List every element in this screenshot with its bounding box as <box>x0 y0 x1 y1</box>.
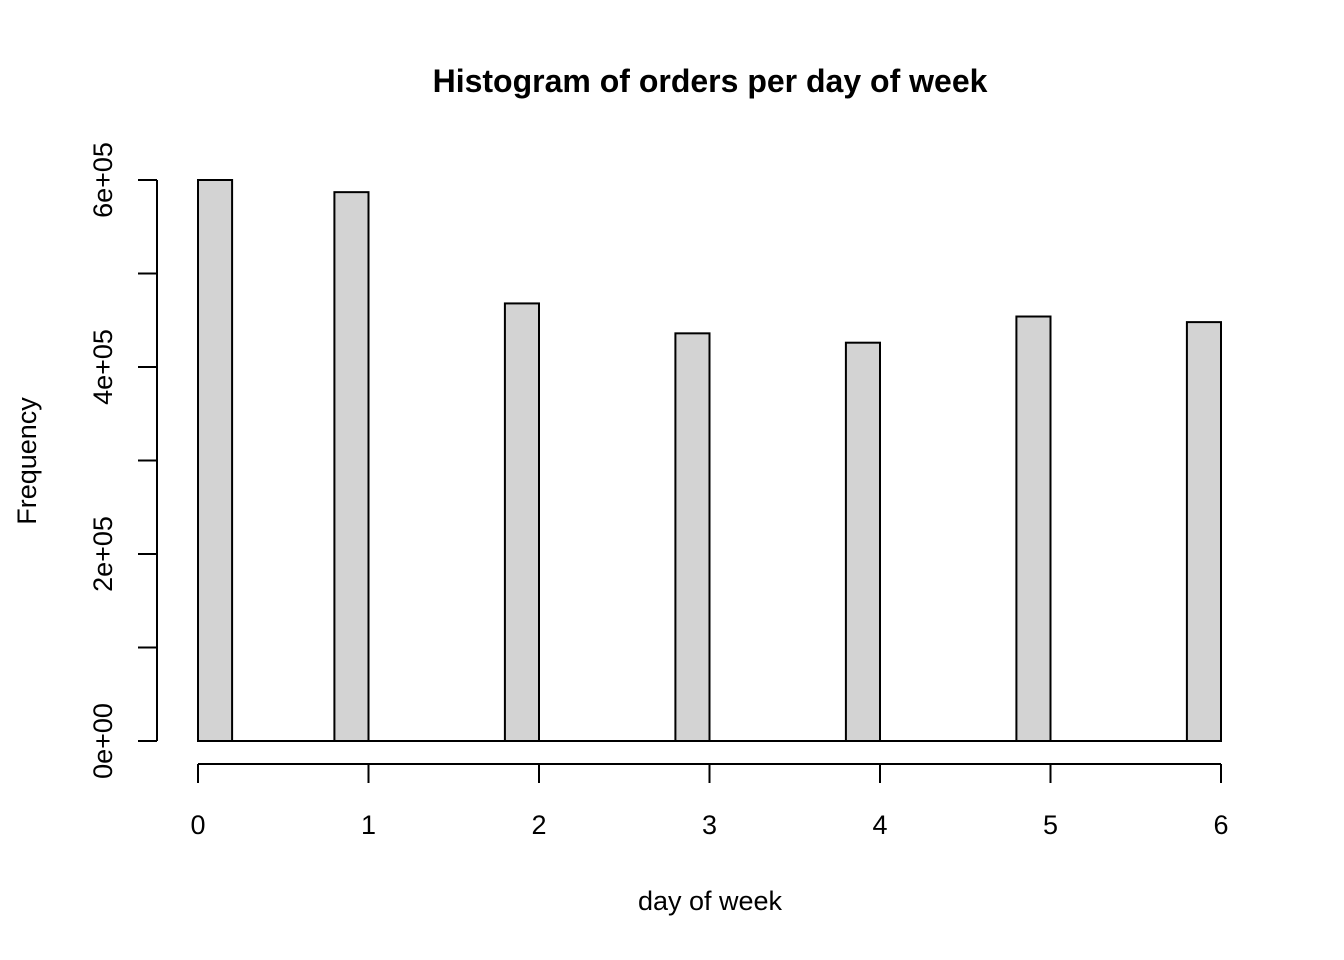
chart-title: Histogram of orders per day of week <box>433 63 988 99</box>
histogram-bar-3 <box>674 332 711 742</box>
histogram-bar-4 <box>844 341 882 742</box>
histogram-bar-2 <box>503 302 540 742</box>
x-tick-label: 3 <box>702 810 717 840</box>
y-axis: 0e+00 2e+05 4e+05 6e+05 <box>88 142 158 779</box>
x-tick-label: 4 <box>872 810 887 840</box>
y-tick-label: 0e+00 <box>88 703 118 779</box>
histogram-bar-5 <box>1015 315 1052 742</box>
x-tick-label: 1 <box>361 810 376 840</box>
y-tick-label: 4e+05 <box>88 329 118 405</box>
histogram-bar-0 <box>197 179 234 742</box>
x-tick-label: 0 <box>190 810 205 840</box>
bars-group <box>197 179 1223 742</box>
x-tick-label: 6 <box>1213 810 1228 840</box>
histogram-bar-1 <box>333 191 370 742</box>
x-tick-label: 5 <box>1043 810 1058 840</box>
y-tick-label: 2e+05 <box>88 516 118 592</box>
y-tick-label: 6e+05 <box>88 142 118 218</box>
histogram-bar-6 <box>1185 321 1223 742</box>
x-tick-label: 2 <box>531 810 546 840</box>
y-axis-label: Frequency <box>12 397 42 525</box>
x-axis-label: day of week <box>638 886 783 916</box>
x-axis: 0 1 2 3 4 5 6 <box>190 763 1229 840</box>
